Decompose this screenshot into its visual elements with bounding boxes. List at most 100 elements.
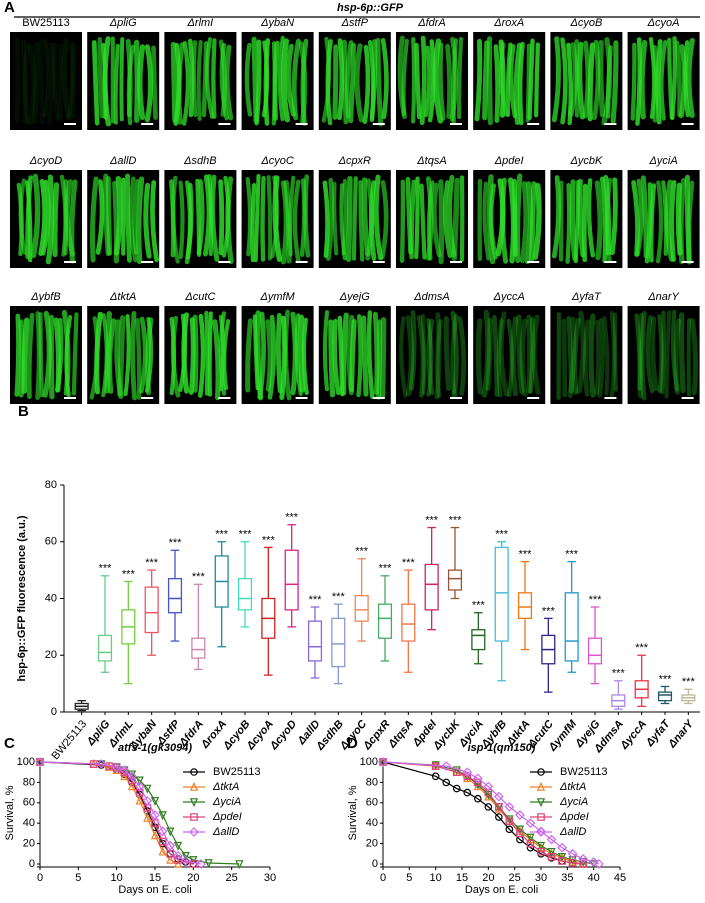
worm: [609, 177, 618, 256]
marker: [189, 856, 198, 866]
worm: [670, 36, 678, 121]
marker: [143, 784, 152, 794]
worm: [445, 43, 453, 119]
worm: [171, 175, 180, 264]
worm: [487, 36, 493, 126]
image-label: ΔroxA: [493, 17, 524, 29]
image-label: ΔstfP: [341, 17, 369, 29]
worm: [128, 176, 138, 263]
micrograph: [396, 306, 468, 404]
marker: [143, 812, 152, 822]
significance: ***: [355, 546, 369, 558]
worm: [373, 174, 383, 261]
marker: [173, 841, 183, 851]
worm: [71, 312, 79, 396]
image-label: BW25113: [22, 17, 70, 29]
marker: [547, 847, 556, 857]
legend-label: ΔtktA: [212, 781, 239, 793]
worm: [443, 316, 452, 392]
significance: ***: [659, 673, 673, 685]
significance: ***: [379, 563, 393, 575]
marker: [515, 825, 525, 835]
worm: [602, 316, 610, 396]
worm: [38, 178, 48, 257]
micrograph: [241, 32, 314, 130]
marker: [505, 825, 514, 834]
worm: [610, 40, 619, 124]
significance: ***: [239, 529, 253, 541]
worm: [450, 313, 459, 395]
marker: [463, 788, 472, 797]
worm: [31, 41, 40, 124]
marker: [127, 781, 137, 791]
significance: ***: [309, 594, 323, 606]
y-axis-label: hsp-6p::GFP fluorescence (a.u.): [16, 515, 28, 681]
worm: [91, 40, 100, 126]
worm: [657, 314, 664, 393]
image-bg: [10, 32, 82, 130]
marker: [111, 762, 122, 772]
worm: [375, 37, 384, 127]
micrograph: [10, 32, 82, 130]
worm: [354, 43, 364, 123]
micrograph: [164, 32, 237, 130]
worm: [132, 179, 140, 255]
worm: [188, 317, 196, 395]
survival-line: [39, 761, 202, 865]
marker: [473, 794, 482, 803]
worm: [514, 173, 523, 264]
worm: [70, 42, 77, 120]
worm: [526, 314, 533, 394]
marker: [483, 781, 494, 792]
worm: [263, 38, 271, 126]
worm: [527, 38, 535, 121]
worm: [136, 176, 145, 265]
marker: [505, 817, 514, 825]
y-tick-label: 20: [45, 649, 57, 661]
worm: [510, 316, 519, 397]
worm: [102, 36, 111, 127]
survival-line: [382, 761, 594, 865]
y-tick-label: 80: [45, 479, 57, 491]
marker: [557, 842, 567, 853]
panel-label: A: [4, 0, 15, 16]
worm: [660, 310, 666, 395]
significance: ***: [495, 529, 509, 541]
y-tick-label: 80: [366, 776, 378, 788]
worm: [649, 183, 657, 263]
worm: [45, 174, 55, 265]
marker: [536, 841, 546, 851]
x-tick-label: 25: [509, 872, 521, 884]
significance: ***: [262, 534, 276, 546]
marker: [89, 760, 98, 768]
worm: [576, 310, 587, 394]
micrograph: [473, 170, 546, 268]
worm: [434, 312, 442, 400]
chart-title: isp-1(qm150): [468, 742, 536, 754]
worm: [107, 318, 117, 394]
marker: [472, 773, 483, 784]
y-tick-label: 40: [45, 592, 57, 604]
worm: [69, 179, 78, 264]
x-tick-label: 40: [588, 872, 600, 884]
survival-line: [382, 761, 600, 865]
micrograph: [318, 170, 391, 268]
image-label: ΔtktA: [109, 291, 136, 303]
box: [517, 592, 533, 620]
worm: [639, 40, 648, 120]
worm: [531, 314, 541, 395]
worm: [516, 314, 525, 395]
significance: ***: [472, 600, 486, 612]
box: [237, 577, 253, 611]
marker: [120, 771, 129, 781]
worm: [640, 175, 649, 259]
worm: [482, 181, 491, 261]
marker: [494, 791, 504, 802]
worm: [635, 178, 644, 257]
x-tick-label: 5: [75, 872, 81, 884]
marker: [495, 803, 503, 811]
significance: ***: [402, 557, 416, 569]
image-label: ΔcyoA: [647, 17, 680, 29]
worm: [20, 39, 28, 124]
worm: [292, 179, 301, 263]
